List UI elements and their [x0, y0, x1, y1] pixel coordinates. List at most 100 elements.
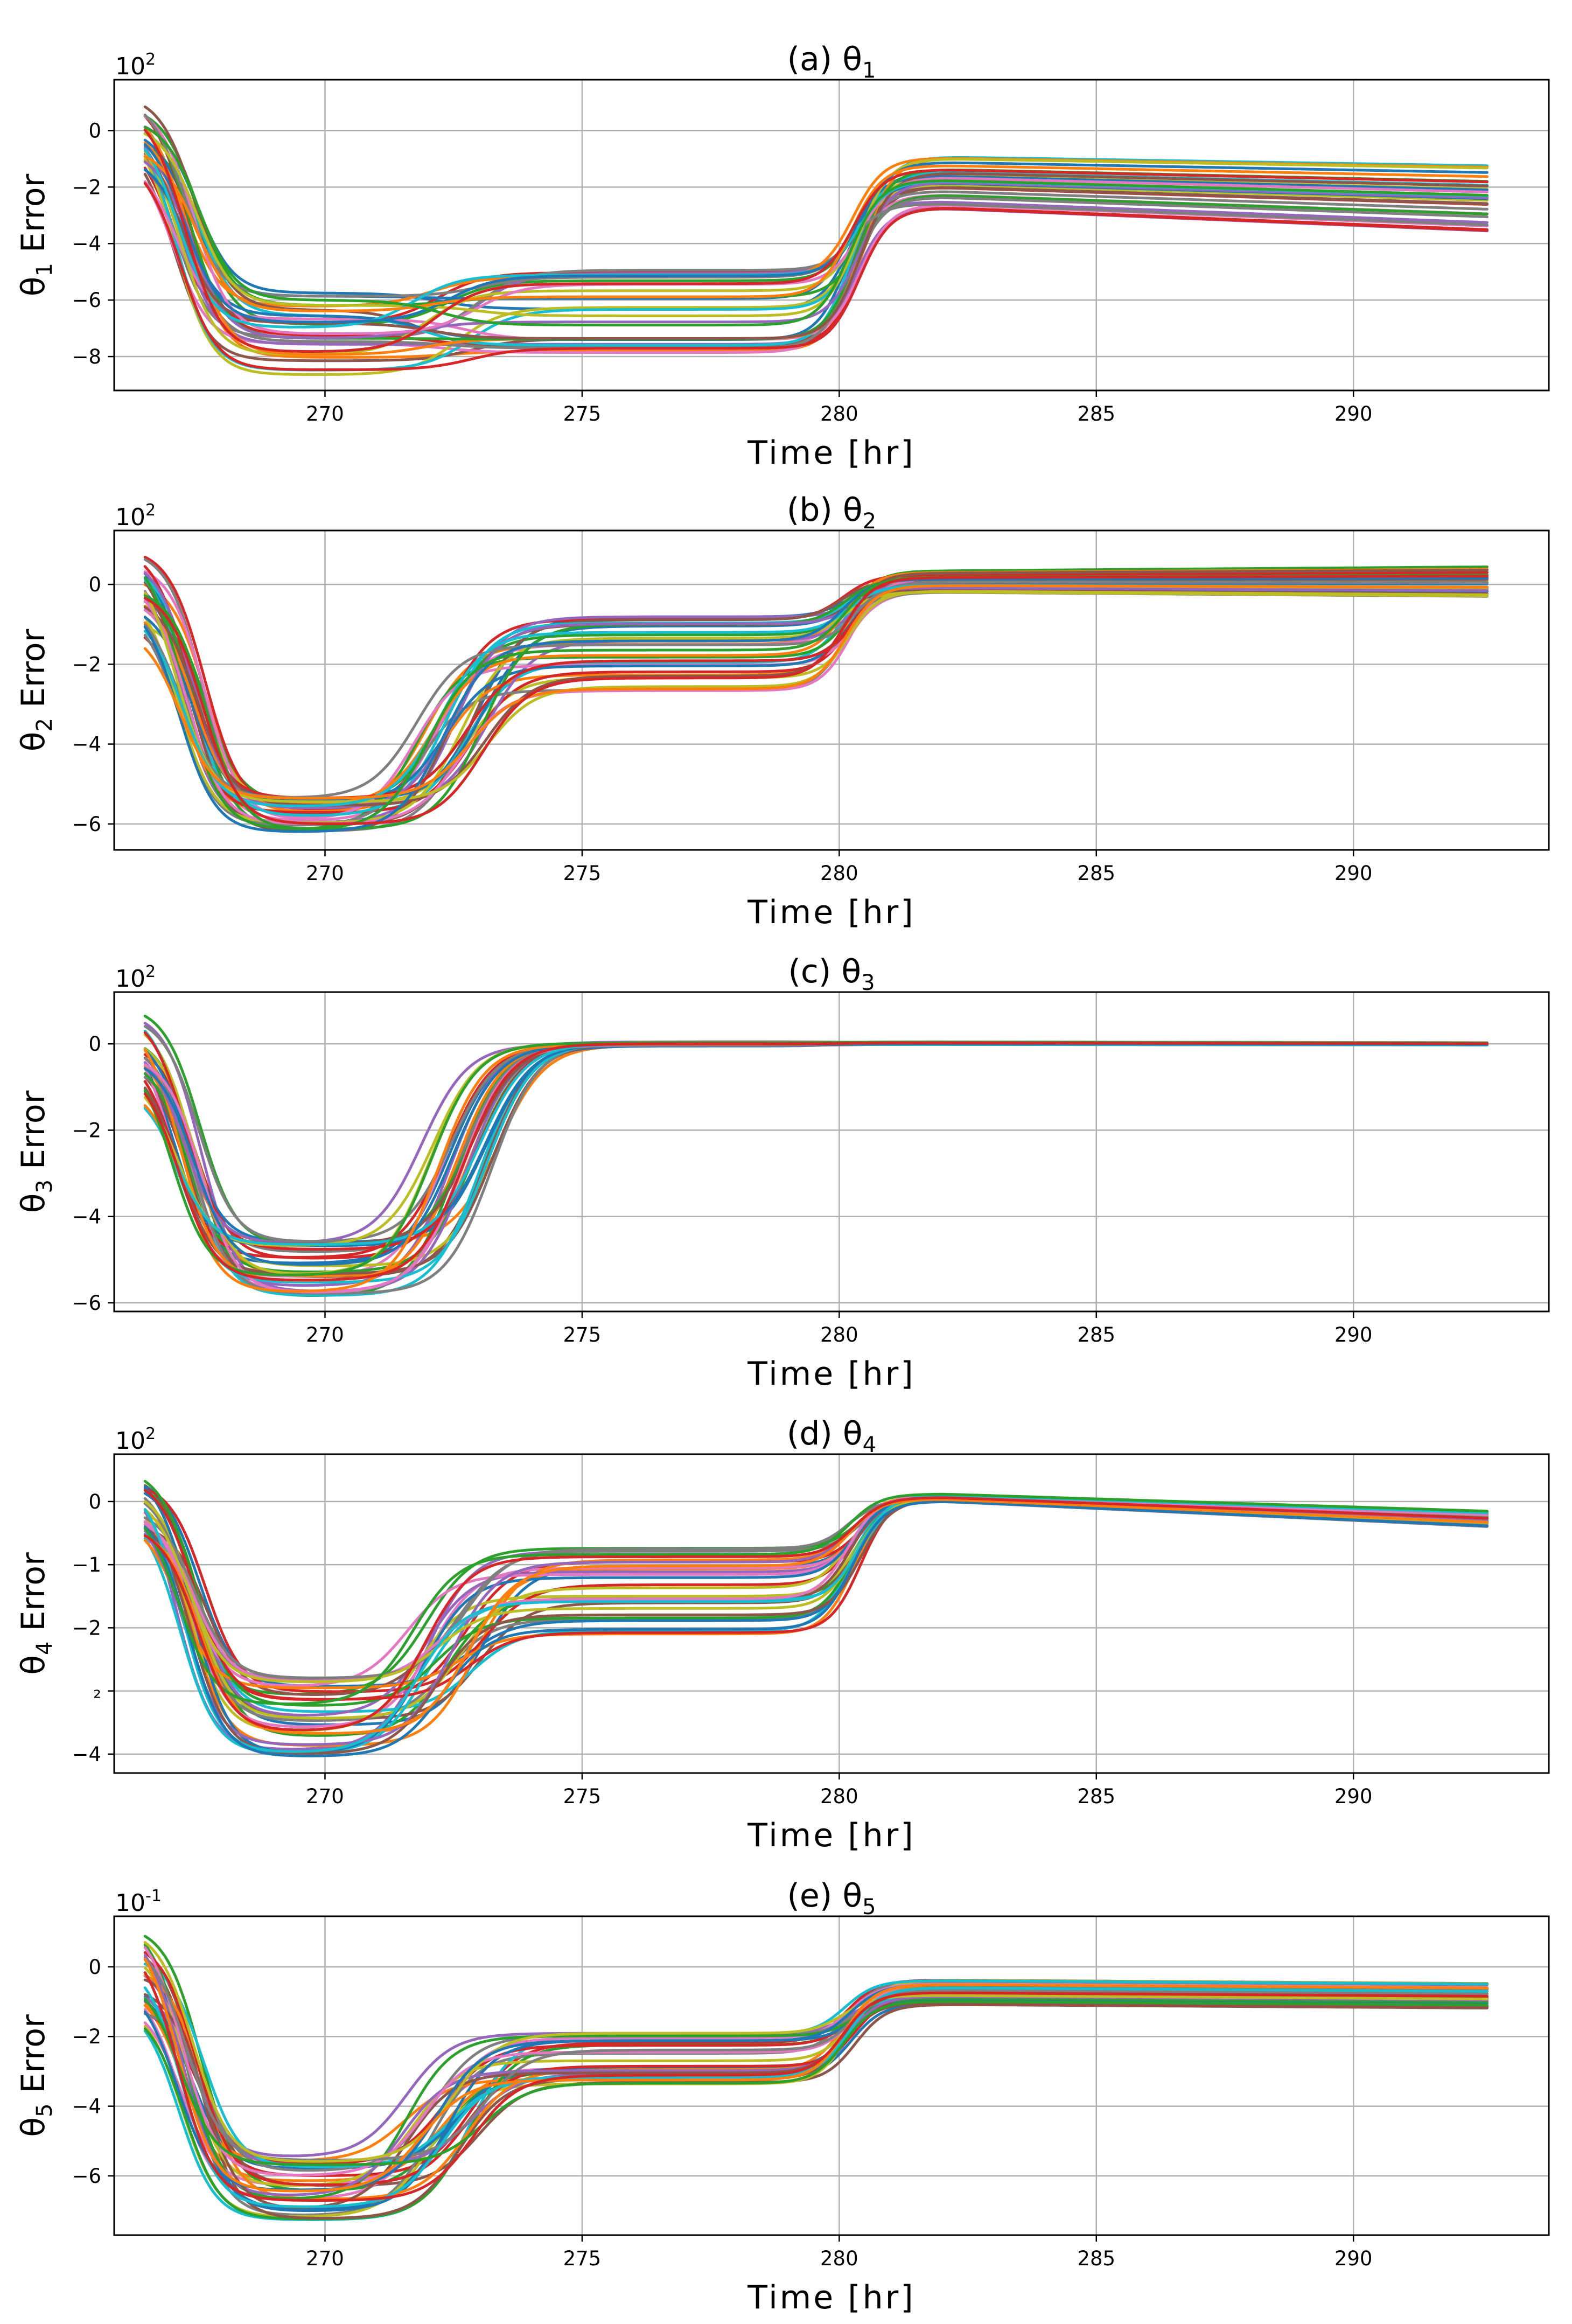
y-tick-label: −2	[72, 653, 101, 676]
y-axis-label: θ1 Error	[15, 173, 57, 296]
series-group	[143, 555, 1489, 833]
x-tick-label: 290	[1335, 2247, 1373, 2270]
series-line	[143, 568, 1489, 806]
x-axis-label: Time [hr]	[747, 2279, 915, 2316]
y-tick-label: −4	[72, 2095, 101, 2118]
x-tick-label: 270	[306, 862, 344, 885]
y-tick-label: 0	[88, 1490, 101, 1513]
x-tick-label: 285	[1077, 1323, 1115, 1346]
y-axis-label: θ2 Error	[15, 629, 57, 751]
y-tick-label: −6	[72, 813, 101, 836]
x-tick-label: 280	[820, 1323, 858, 1346]
x-tick-label: 270	[306, 1785, 344, 1808]
chart-panel-d: 270 275 280 285 290 0 −1 −2 ₂ −4 102 (d) θ4 Time [hr…	[15, 1415, 1550, 1854]
x-tick-label: 280	[820, 402, 858, 425]
x-tick-label: 275	[563, 402, 602, 425]
y-tick-label: −2	[72, 2025, 101, 2048]
x-tick-label: 290	[1335, 402, 1373, 425]
chart-panel-b: 270 275 280 285 290 0 −2 −4 −6 102 (b) θ2 Time [hr]…	[15, 491, 1550, 931]
x-tick-label: 270	[306, 1323, 344, 1346]
series-line	[143, 1033, 1489, 1267]
series-line	[143, 570, 1489, 820]
series-line	[143, 1043, 1489, 1274]
series-line	[143, 568, 1489, 813]
series-line	[143, 1995, 1489, 2172]
series-line	[143, 1497, 1489, 1746]
x-tick-label: 275	[563, 1785, 602, 1808]
x-axis-label: Time [hr]	[747, 1355, 915, 1393]
axis-multiplier: 102	[115, 962, 156, 993]
series-line	[143, 569, 1489, 807]
y-tick-label: −1	[72, 1553, 101, 1576]
series-line	[143, 1041, 1489, 1247]
series-line	[143, 160, 1489, 339]
series-line	[143, 1041, 1489, 1282]
x-tick-label: 270	[306, 2247, 344, 2270]
series-line	[143, 1500, 1489, 1757]
x-tick-label: 270	[306, 402, 344, 425]
series-line	[143, 115, 1489, 335]
y-tick-label: 0	[88, 1956, 101, 1979]
series-line	[143, 571, 1489, 814]
series-line	[143, 1042, 1489, 1244]
series-line	[143, 125, 1489, 327]
series-group	[143, 1479, 1489, 1757]
x-tick-label: 285	[1077, 1785, 1115, 1808]
series-line	[143, 1484, 1489, 1720]
axes-frame	[113, 1453, 1550, 1774]
series-line	[143, 1989, 1489, 2182]
x-axis-label: Time [hr]	[747, 894, 915, 931]
series-line	[143, 1971, 1489, 2202]
y-axis-label: θ5 Error	[15, 2014, 57, 2137]
series-line	[143, 1498, 1489, 1735]
series-line	[143, 168, 1489, 350]
series-group	[143, 1935, 1489, 2221]
series-line	[143, 1997, 1489, 2166]
axis-multiplier: 102	[115, 501, 156, 531]
x-tick-label: 280	[820, 1785, 858, 1808]
series-line	[143, 128, 1489, 353]
series-line	[143, 1998, 1489, 2213]
series-line	[143, 1043, 1489, 1246]
series-line	[143, 572, 1489, 801]
chart-title: (d) θ4	[787, 1415, 876, 1457]
series-line	[143, 565, 1489, 799]
y-tick-label: −6	[72, 1292, 101, 1315]
series-line	[143, 1493, 1489, 1753]
y-tick-label: −6	[72, 2165, 101, 2188]
series-line	[143, 1496, 1489, 1732]
y-tick-label: −4	[72, 232, 101, 255]
x-tick-label: 275	[563, 862, 602, 885]
chart-panel-e: 270 275 280 285 290 0 −2 −4 −6 10-1 (e) θ5 Time [hr…	[15, 1877, 1550, 2316]
series-line	[143, 1042, 1489, 1259]
axes-frame	[113, 991, 1550, 1313]
x-axis-label: Time [hr]	[747, 1817, 915, 1854]
y-tick-label: 0	[88, 1032, 101, 1056]
axes-frame	[113, 79, 1550, 392]
x-tick-label: 285	[1077, 402, 1115, 425]
series-line	[143, 1941, 1489, 2163]
x-tick-label: 275	[563, 2247, 602, 2270]
series-line	[143, 587, 1489, 821]
chart-title: (b) θ2	[787, 491, 876, 534]
series-line	[143, 1041, 1489, 1265]
axes-frame	[113, 529, 1550, 851]
y-tick-label: −2	[72, 1616, 101, 1639]
x-tick-label: 285	[1077, 862, 1115, 885]
axis-multiplier: 10-1	[115, 1887, 162, 1917]
series-line	[143, 1496, 1489, 1701]
series-line	[143, 566, 1489, 804]
x-tick-label: 290	[1335, 862, 1373, 885]
x-tick-label: 275	[563, 1323, 602, 1346]
series-line	[143, 587, 1489, 824]
series-line	[143, 1495, 1489, 1747]
y-tick-label: −2	[72, 176, 101, 199]
y-tick-label: −4	[72, 1205, 101, 1229]
x-axis-label: Time [hr]	[747, 434, 915, 472]
series-line	[143, 132, 1489, 317]
series-group	[143, 105, 1489, 376]
y-tick-label: −4	[72, 733, 101, 756]
series-line	[143, 1041, 1489, 1260]
y-axis-label: θ3 Error	[15, 1090, 57, 1213]
